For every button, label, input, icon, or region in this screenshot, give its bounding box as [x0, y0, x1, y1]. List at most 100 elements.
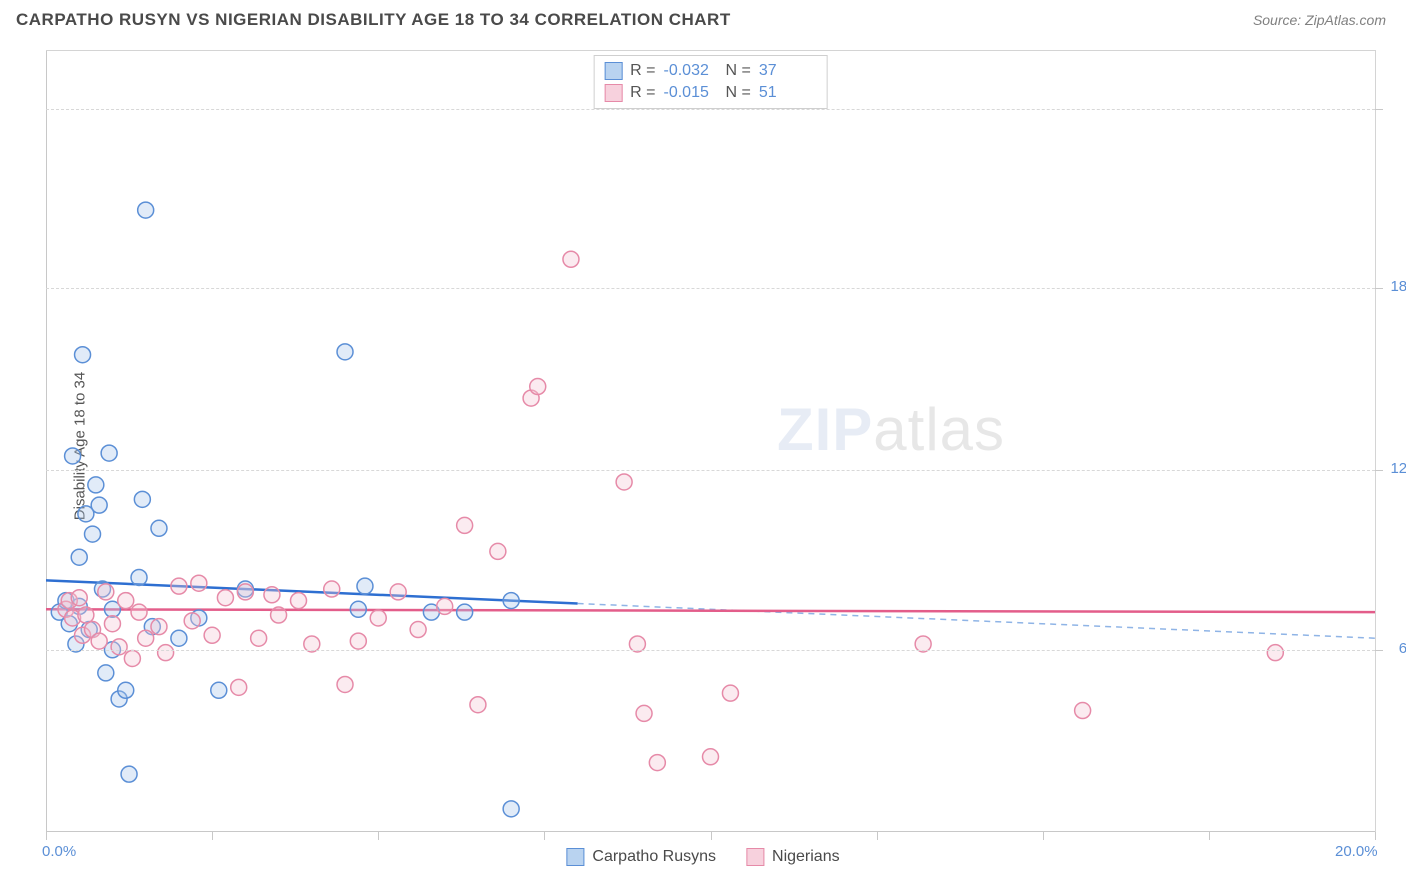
data-point: [151, 619, 167, 635]
data-point: [457, 604, 473, 620]
data-point: [75, 347, 91, 363]
source-name: ZipAtlas.com: [1305, 12, 1386, 28]
scatter-plot-svg: [46, 51, 1375, 832]
gridline: [46, 470, 1375, 471]
chart-title: CARPATHO RUSYN VS NIGERIAN DISABILITY AG…: [16, 10, 731, 30]
y-tick-label: 12.5%: [1390, 460, 1406, 477]
source-attribution: Source: ZipAtlas.com: [1253, 12, 1386, 28]
data-point: [722, 685, 738, 701]
data-point: [85, 526, 101, 542]
x-tick: [1043, 832, 1044, 840]
data-point: [121, 766, 137, 782]
x-tick: [212, 832, 213, 840]
data-point: [649, 755, 665, 771]
data-point: [337, 344, 353, 360]
gridline: [46, 109, 1375, 110]
x-tick: [1209, 832, 1210, 840]
r-label-0: R =: [630, 60, 655, 82]
data-point: [88, 477, 104, 493]
data-point: [131, 569, 147, 585]
data-point: [151, 520, 167, 536]
y-tick: [1375, 650, 1383, 651]
data-point: [138, 202, 154, 218]
y-tick: [1375, 109, 1383, 110]
data-point: [78, 607, 94, 623]
y-tick: [1375, 288, 1383, 289]
data-point: [191, 575, 207, 591]
x-tick-label: 20.0%: [1335, 843, 1378, 860]
x-tick: [46, 832, 47, 840]
regression-line: [46, 609, 1375, 612]
data-point: [503, 593, 519, 609]
data-point: [204, 627, 220, 643]
data-point: [503, 801, 519, 817]
stats-legend: R = -0.032 N = 37 R = -0.015 N = 51: [593, 55, 828, 109]
stats-row-series-1: R = -0.015 N = 51: [604, 82, 813, 104]
data-point: [370, 610, 386, 626]
legend-item-0: Carpatho Rusyns: [566, 848, 716, 866]
data-point: [91, 633, 107, 649]
data-point: [350, 601, 366, 617]
y-tick-label: 18.8%: [1390, 278, 1406, 295]
legend-swatch-1: [746, 848, 764, 866]
data-point: [337, 676, 353, 692]
data-point: [171, 630, 187, 646]
legend-label-1: Nigerians: [772, 848, 840, 866]
data-point: [264, 587, 280, 603]
regression-line-dashed: [578, 603, 1375, 638]
data-point: [1075, 703, 1091, 719]
data-point: [703, 749, 719, 765]
data-point: [138, 630, 154, 646]
data-point: [131, 604, 147, 620]
data-point: [616, 474, 632, 490]
data-point: [98, 665, 114, 681]
data-point: [271, 607, 287, 623]
data-point: [324, 581, 340, 597]
bottom-legend: Carpatho Rusyns Nigerians: [566, 848, 839, 866]
data-point: [231, 679, 247, 695]
data-point: [350, 633, 366, 649]
data-point: [217, 590, 233, 606]
data-point: [71, 549, 87, 565]
data-point: [71, 590, 87, 606]
x-tick: [877, 832, 878, 840]
data-point: [124, 650, 140, 666]
x-tick: [544, 832, 545, 840]
legend-label-0: Carpatho Rusyns: [592, 848, 716, 866]
data-point: [171, 578, 187, 594]
swatch-series-0: [604, 62, 622, 80]
gridline: [46, 650, 1375, 651]
data-point: [437, 598, 453, 614]
n-value-0: 37: [759, 60, 813, 82]
data-point: [91, 497, 107, 513]
data-point: [390, 584, 406, 600]
r-value-0: -0.032: [664, 60, 718, 82]
data-point: [211, 682, 227, 698]
data-point: [118, 682, 134, 698]
plot-area: ZIPatlas R = -0.032 N = 37 R = -0.015 N …: [46, 50, 1376, 832]
r-value-1: -0.015: [664, 82, 718, 104]
legend-item-1: Nigerians: [746, 848, 840, 866]
y-tick: [1375, 470, 1383, 471]
stats-row-series-0: R = -0.032 N = 37: [604, 60, 813, 82]
data-point: [65, 448, 81, 464]
gridline: [46, 288, 1375, 289]
data-point: [636, 705, 652, 721]
x-tick: [1375, 832, 1376, 840]
data-point: [490, 543, 506, 559]
x-tick: [711, 832, 712, 840]
data-point: [158, 645, 174, 661]
data-point: [410, 622, 426, 638]
data-point: [98, 584, 114, 600]
x-tick-label: 0.0%: [42, 843, 76, 860]
data-point: [357, 578, 373, 594]
n-label-1: N =: [726, 82, 751, 104]
data-point: [101, 445, 117, 461]
y-tick-label: 6.3%: [1399, 640, 1406, 657]
data-point: [563, 251, 579, 267]
n-label-0: N =: [726, 60, 751, 82]
data-point: [184, 613, 200, 629]
data-point: [134, 491, 150, 507]
data-point: [291, 593, 307, 609]
swatch-series-1: [604, 84, 622, 102]
